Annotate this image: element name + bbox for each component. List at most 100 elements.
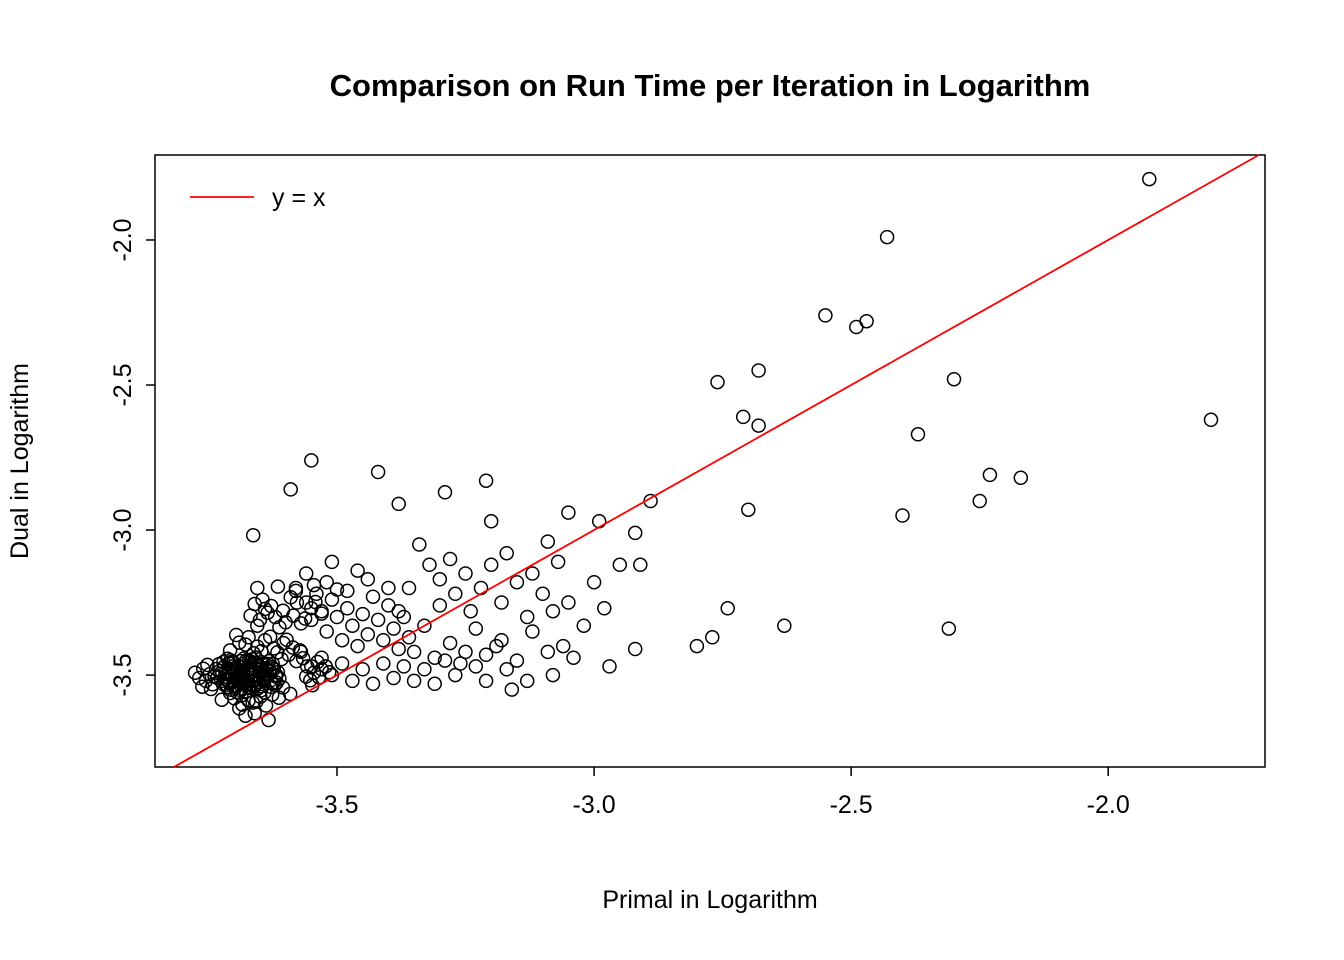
data-point [545, 603, 561, 619]
data-point [437, 485, 453, 500]
data-point [448, 586, 463, 602]
data-point [295, 650, 311, 666]
data-point [340, 583, 355, 599]
data-point [432, 598, 448, 613]
data-point [391, 496, 406, 512]
data-point [365, 589, 381, 604]
data-point [509, 574, 525, 590]
data-point [216, 654, 231, 670]
data-point [550, 554, 566, 570]
x-tick-label: -3.5 [315, 791, 358, 819]
data-point [417, 618, 432, 633]
data-point [238, 708, 253, 723]
plot-border [154, 154, 1266, 768]
data-point [859, 313, 874, 329]
data-point [283, 482, 298, 497]
data-point [355, 606, 370, 622]
data-point [238, 637, 253, 652]
data-point [217, 671, 232, 687]
data-point [751, 418, 766, 433]
data-point [499, 545, 514, 561]
data-point [412, 537, 427, 552]
x-tick-label: -2.5 [830, 791, 873, 819]
data-point [417, 662, 432, 677]
data-point [247, 706, 262, 721]
data-point [376, 656, 391, 671]
data-point [370, 464, 386, 480]
data-point [1203, 412, 1219, 428]
data-point [427, 650, 442, 665]
data-point [228, 627, 244, 643]
data-point [228, 663, 244, 678]
data-point [509, 653, 525, 668]
y-tick-label: -2.0 [109, 218, 137, 261]
data-point [468, 659, 484, 674]
data-point [376, 632, 391, 648]
data-point [264, 687, 280, 703]
data-point [535, 586, 550, 602]
data-point [406, 673, 422, 689]
data-point [540, 644, 556, 660]
data-point [247, 596, 262, 612]
data-point [298, 669, 314, 684]
data-point [242, 655, 258, 670]
data-point [293, 616, 309, 631]
y-tick-label: -3.5 [109, 654, 137, 697]
data-point [319, 574, 334, 590]
data-point [214, 692, 230, 707]
data-point [235, 697, 250, 712]
data-point [262, 666, 277, 682]
data-point [504, 682, 520, 697]
data-point [304, 453, 319, 468]
data-point [350, 563, 365, 578]
data-point [229, 684, 244, 700]
data-point [195, 679, 210, 694]
data-point [463, 603, 478, 619]
data-point [879, 229, 895, 245]
data-point [319, 624, 334, 639]
data-point [257, 685, 272, 700]
data-point [972, 493, 987, 509]
data-point [324, 554, 340, 570]
data-point [525, 566, 540, 581]
data-point [483, 557, 499, 573]
data-point [586, 574, 602, 590]
data-point [422, 557, 437, 573]
data-point [777, 618, 792, 633]
data-point [494, 632, 509, 648]
data-point [254, 644, 269, 659]
data-point [478, 673, 494, 689]
data-point [391, 603, 406, 619]
data-point [191, 670, 207, 686]
data-point [561, 595, 576, 610]
x-tick-label: -3.0 [573, 791, 616, 819]
data-point [453, 656, 468, 671]
data-point [293, 644, 309, 660]
data-point [334, 632, 350, 648]
data-point [442, 635, 458, 651]
data-point [200, 657, 215, 673]
data-point [818, 308, 833, 323]
data-point [272, 619, 287, 635]
data-point [253, 689, 268, 705]
data-point [355, 662, 370, 677]
data-point [314, 603, 329, 619]
data-point [1142, 171, 1157, 187]
data-point [633, 557, 648, 573]
legend-label: y = x [272, 184, 326, 212]
data-point [468, 621, 484, 636]
data-point [910, 427, 926, 442]
x-tick-label: -2.0 [1087, 791, 1130, 819]
data-point [494, 595, 509, 610]
data-point [946, 371, 962, 387]
data-point [478, 473, 494, 488]
data-point [262, 629, 278, 645]
data-point [391, 641, 406, 657]
data-point [233, 653, 248, 669]
data-point [222, 643, 238, 658]
data-point [437, 653, 453, 668]
data-point [249, 694, 264, 709]
legend: y = x [190, 184, 326, 212]
data-point [525, 624, 540, 639]
